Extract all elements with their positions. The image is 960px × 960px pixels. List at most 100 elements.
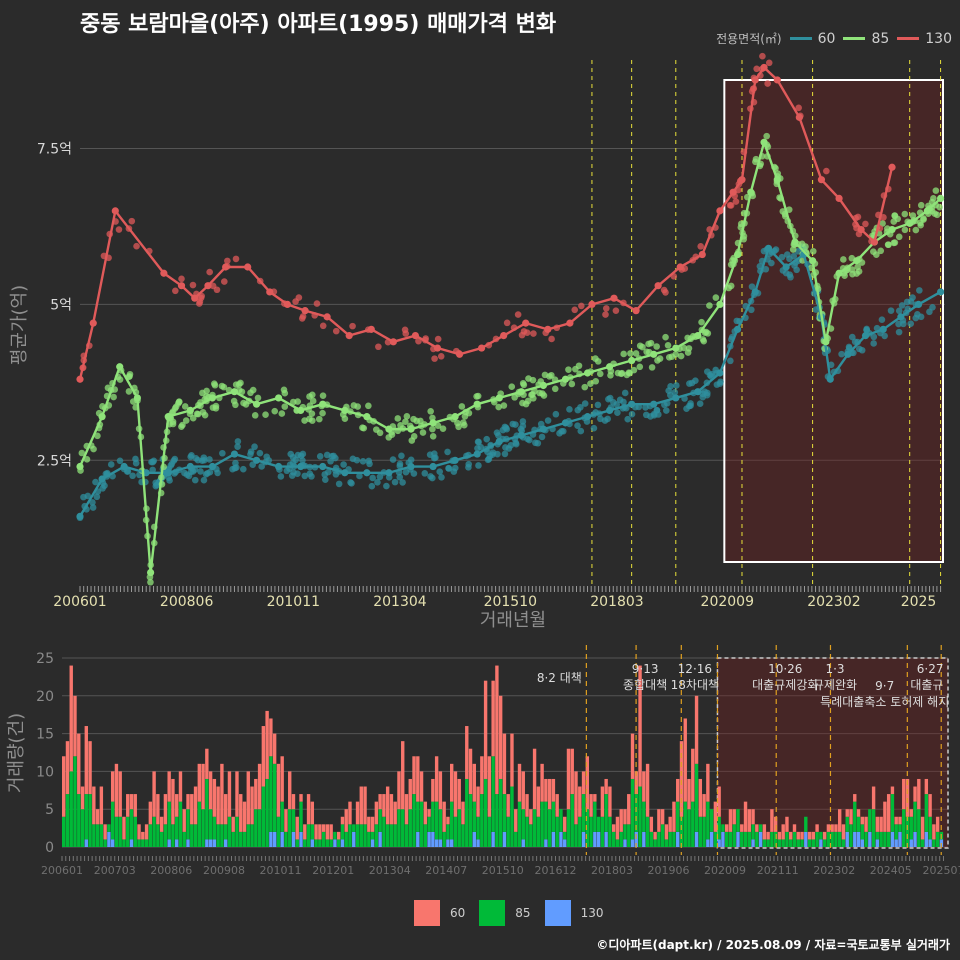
bar-segment-85 [566,809,571,847]
series-130-vertex [433,344,442,352]
bar-segment-85 [480,794,484,847]
data-point [628,410,636,418]
data-point [199,389,206,397]
bar-segment-60 [717,786,721,817]
bar-segment-60 [325,824,330,840]
x-tick-label: 201612 [534,864,576,877]
y-tick-label: 10 [36,764,54,780]
series-130-vertex [716,207,724,215]
bar-segment-130 [129,839,134,847]
bar-segment-85 [483,778,488,847]
series-130-vertex [729,188,737,196]
data-point [632,350,640,357]
data-point [613,401,621,408]
bar-segment-85 [751,824,755,840]
bar-segment-85 [208,809,213,840]
bar-segment-85 [668,831,672,847]
bar-segment-60 [284,809,288,832]
series-85-vertex [76,462,84,471]
bar-segment-85 [928,816,932,840]
data-point [901,210,909,218]
bar-segment-130 [378,831,382,847]
bar-segment-60 [419,771,424,802]
x-tick-label: 201011 [259,864,301,877]
bar-segment-60 [336,831,341,840]
bar-segment-85 [691,801,695,847]
data-point [887,307,895,314]
bar-segment-85 [807,839,812,847]
bar-segment-60 [664,824,669,840]
data-point [684,349,692,356]
bar-segment-85 [114,816,119,847]
bar-segment-85 [792,831,797,847]
bar-segment-60 [502,733,507,795]
data-point [214,469,221,477]
series-60-vertex [451,456,459,464]
data-point [748,283,756,290]
bar-segment-60 [800,831,804,840]
policy-label-date: 12·16 [678,662,712,676]
bar-segment-60 [201,763,205,810]
bar-segment-85 [694,763,699,832]
bar-segment-60 [250,786,254,825]
data-point [795,104,802,112]
data-point [330,452,337,460]
bar-segment-85 [510,786,514,847]
data-point [309,397,317,405]
bar-segment-85 [574,824,578,847]
bar-segment-85 [713,831,718,847]
bar-segment-85 [333,831,337,840]
bar-segment-85 [103,839,107,847]
bar-segment-60 [239,794,243,832]
bar-segment-85 [724,831,729,847]
legend-label-85: 85 [871,30,890,47]
data-point [126,373,133,380]
series-85-vertex [274,394,283,402]
bar-segment-130 [340,839,345,847]
bar-segment-85 [65,794,70,847]
data-point [577,427,585,435]
bar-segment-85 [683,801,687,847]
series-60-vertex [561,419,570,427]
data-point [901,226,909,234]
bar-segment-85 [773,831,778,847]
series-60-vertex [142,469,150,477]
series-85-vertex [923,207,931,215]
data-point [650,410,658,418]
data-point [625,369,633,377]
series-130-vertex [478,344,486,352]
data-point [375,343,382,351]
series-60-vertex [274,462,283,471]
bar-segment-85 [638,786,642,847]
data-point [895,307,903,315]
bar-segment-60 [807,831,812,840]
bar-segment-130 [721,831,725,847]
bar-segment-85 [427,816,431,832]
policy-label-desc: 대출규 [910,678,943,692]
bar-segment-85 [107,824,111,832]
data-point [798,240,806,248]
bar-segment-85 [608,816,612,847]
bar-segment-85 [736,809,740,832]
series-130-vertex [266,288,274,296]
data-point [483,435,491,443]
series-130-vertex [857,225,865,234]
bar-segment-60 [427,809,431,817]
bar-segment-60 [864,816,868,832]
data-point [863,325,871,333]
bar-segment-130 [593,831,597,847]
series-130-vertex [751,76,759,84]
bar-segment-60 [890,786,895,795]
bar-segment-60 [446,816,450,825]
bar-segment-60 [303,824,307,840]
data-point [349,322,356,330]
bar-segment-130 [604,831,608,847]
bar-segment-85 [223,824,228,840]
bar-segment-85 [487,816,492,847]
bar-segment-60 [118,771,122,817]
bar-segment-60 [917,778,921,810]
policy-label-desc: 특례대출축소 토허제 해지 [820,695,949,709]
bar-segment-60 [653,831,657,840]
bar-segment-60 [570,748,574,795]
data-point [502,424,510,431]
